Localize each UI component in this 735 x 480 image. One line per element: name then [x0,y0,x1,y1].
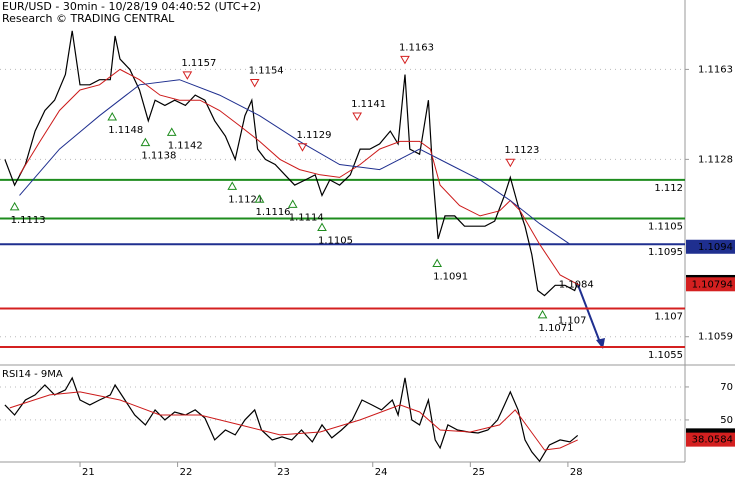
support-marker [227,181,238,190]
annotation-label: 1.1154 [249,66,284,77]
annotation-label: 1.1113 [11,215,46,226]
resistance-marker [505,158,516,168]
resistance-marker [249,79,260,88]
support-marker [140,137,151,147]
series-line [19,79,571,245]
resistance-marker [182,71,193,80]
price-badge [686,432,735,447]
level-label: 1.1055 [648,350,683,361]
rsi-title: RSI14 - 9MA [2,369,63,380]
x-tick-label: 22 [180,467,193,478]
series-line [19,68,580,286]
annotation-label: 1.1105 [318,235,353,246]
annotation-label: 1.1071 [539,323,574,334]
annotation-label: 1.1123 [504,145,539,156]
price-badge-label: 38.0584 [692,435,733,446]
price-badge-label: 1.10794 [692,279,733,290]
chart-title: EUR/USD - 30min - 10/28/19 04:40:52 (UTC… [2,0,261,13]
projection-arrow [577,284,602,346]
x-tick-label: 24 [375,467,388,478]
series-line [9,391,578,451]
chart-subtitle: Research © TRADING CENTRAL [2,12,175,25]
price-badge [686,277,735,292]
x-tick-label: 25 [472,467,485,478]
annotation-label: 1.1121 [228,194,263,205]
y-tick-label: 70 [720,382,733,393]
resistance-marker [352,112,362,121]
support-marker [317,222,327,231]
level-label: 1.1105 [648,221,683,232]
annotation-label: 1.1148 [108,125,143,136]
y-tick-label: 1.1059 [698,332,733,343]
annotation-label: 1.1114 [289,212,324,223]
support-marker [432,258,443,267]
support-marker [9,201,20,211]
annotation-label: 1.1142 [168,140,203,151]
y-tick-label: 1.1163 [698,64,733,75]
level-label: 1.107 [654,311,683,322]
level-label: 1.112 [654,183,683,194]
support-marker [107,111,118,121]
price-badge-label: 1.1094 [698,242,733,253]
price-badge [686,239,735,254]
annotation-label: 1.1084 [559,279,594,290]
support-marker [254,194,265,203]
x-tick-label: 28 [570,467,583,478]
annotation-label: 1.1129 [296,130,331,141]
resistance-marker [400,55,410,65]
y-tick-label: 50 [720,415,733,426]
annotation-label: 1.1116 [256,207,291,218]
y-tick-label: 1.1128 [698,154,733,165]
support-marker [166,127,177,136]
annotation-label: 1.1141 [351,99,386,110]
annotation-label: 1.1163 [399,42,434,53]
x-tick-label: 21 [82,467,95,478]
support-marker [537,309,548,319]
resistance-marker [297,143,308,152]
support-marker [287,199,298,208]
annotation-label: 1.1091 [433,271,468,282]
annotation-label: 1.1157 [181,58,216,69]
level-label: 1.1095 [648,247,683,258]
series-line [4,30,579,297]
annotation-label: 1.1138 [141,151,176,162]
annotation-label: 1.107 [558,315,587,326]
x-tick-label: 23 [277,467,290,478]
